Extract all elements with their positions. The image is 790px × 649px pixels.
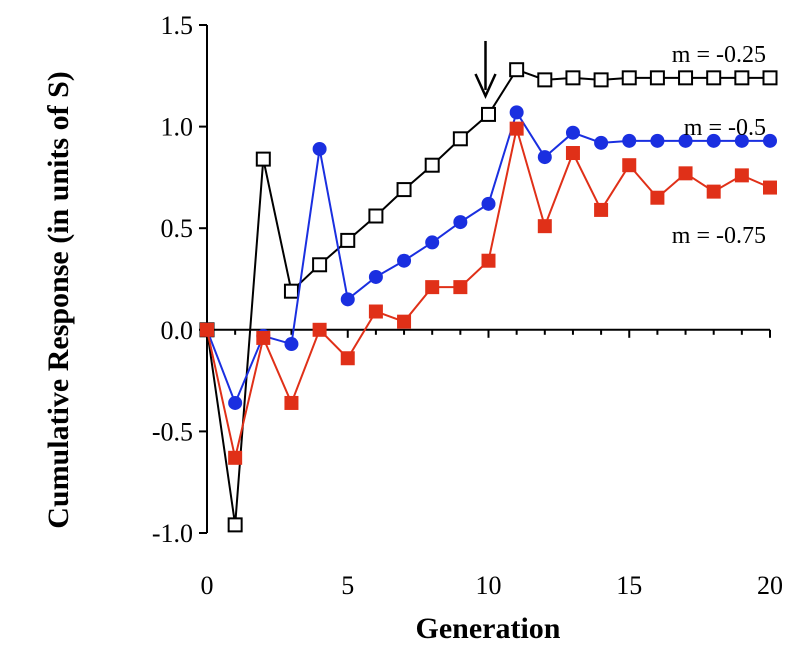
data-point [565, 70, 581, 86]
data-point [537, 72, 553, 88]
y-tick-label: 1.0 [161, 113, 194, 142]
data-point [621, 70, 637, 86]
data-point [424, 157, 440, 173]
data-point [312, 141, 327, 156]
data-point [762, 70, 778, 86]
data-point [397, 314, 412, 329]
data-point [763, 133, 777, 148]
data-point [734, 70, 750, 86]
data-point [678, 70, 694, 86]
data-point [453, 280, 468, 295]
data-point [481, 196, 496, 211]
data-point [706, 133, 721, 148]
x-axis-title: Generation [416, 612, 561, 645]
data-point [678, 166, 693, 181]
data-point [425, 235, 440, 250]
data-point [622, 158, 637, 173]
data-point [284, 337, 299, 352]
data-point [537, 150, 552, 165]
arrow-head [474, 73, 497, 99]
data-point [312, 257, 328, 273]
data-point [763, 180, 777, 195]
data-point [453, 215, 468, 230]
data-point [228, 450, 243, 465]
data-point [227, 517, 243, 533]
x-tick-label: 15 [616, 571, 642, 600]
data-point [312, 322, 327, 337]
data-point [255, 151, 271, 167]
x-tick-label: 20 [757, 571, 783, 600]
data-point [650, 190, 665, 205]
series-label-1: m = -0.5 [684, 115, 766, 141]
data-point [565, 125, 580, 140]
series-layer [199, 62, 778, 533]
series-2 [200, 121, 777, 465]
data-point [734, 133, 749, 148]
data-point [340, 351, 355, 366]
x-tick-label: 5 [341, 571, 354, 600]
data-point [368, 208, 384, 224]
data-point [368, 304, 383, 319]
data-point [649, 70, 665, 86]
data-point [650, 133, 665, 148]
data-point [509, 105, 524, 120]
data-point [481, 253, 496, 268]
data-point [368, 269, 383, 284]
data-point [678, 133, 693, 148]
y-tick-label: 0.0 [161, 316, 194, 345]
y-tick-label: -1.0 [152, 519, 193, 548]
data-point [706, 184, 721, 199]
data-point [593, 72, 609, 88]
labels-layer: m = -0.25 m = -0.5 m = -0.75 [474, 40, 766, 249]
y-tick-label: -0.5 [152, 417, 193, 446]
y-tick-label: 0.5 [161, 214, 194, 243]
data-point [706, 70, 722, 86]
data-point [200, 322, 214, 337]
data-point [509, 62, 525, 78]
data-point [537, 219, 552, 234]
y-tick-label: 1.5 [161, 11, 194, 40]
data-point [396, 182, 412, 198]
data-point [452, 131, 468, 147]
x-tick-label: 0 [201, 571, 214, 600]
data-point [228, 395, 243, 410]
data-point [284, 395, 299, 410]
data-point [509, 121, 524, 136]
data-point [622, 133, 637, 148]
x-tick-label: 10 [476, 571, 502, 600]
data-point [594, 135, 609, 150]
data-point [481, 106, 496, 122]
data-point [340, 232, 356, 248]
data-point [425, 280, 440, 295]
data-point [256, 330, 271, 345]
series-0 [199, 62, 778, 533]
data-point [283, 283, 299, 299]
arrow-annotation [474, 40, 497, 99]
data-point [734, 168, 749, 183]
series-label-2: m = -0.75 [672, 223, 766, 249]
data-point [565, 146, 580, 161]
series-label-0: m = -0.25 [672, 42, 766, 68]
axes: -1.0 -0.5 0.0 0.5 1.0 1.5 0 5 10 15 20 [152, 11, 783, 600]
data-point [397, 253, 412, 268]
data-point [340, 292, 355, 307]
data-point [594, 202, 609, 217]
y-axis-title: Cumulative Response (in units of S) [42, 71, 75, 529]
